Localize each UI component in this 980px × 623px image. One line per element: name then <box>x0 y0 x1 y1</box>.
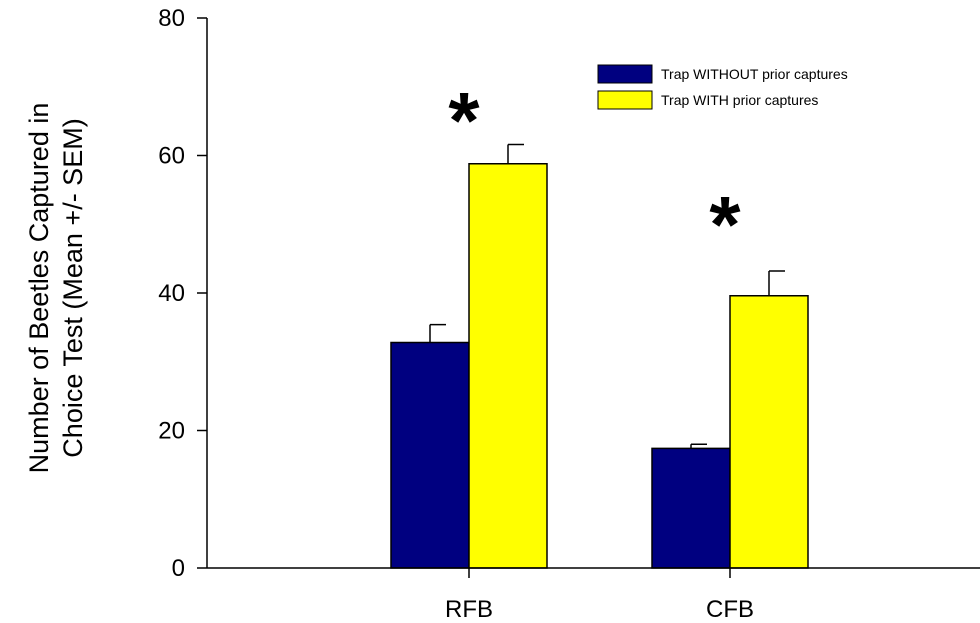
y-tick-label: 40 <box>158 280 185 307</box>
y-axis-title-line-2: Choice Test (Mean +/- SEM) <box>58 118 88 457</box>
y-tick-label: 60 <box>158 143 185 170</box>
bar-without-rfb <box>390 341 470 569</box>
x-categories-layer: RFB CFB <box>445 568 754 623</box>
annotations-layer: ** <box>448 76 741 269</box>
y-tick-label: 80 <box>158 5 185 32</box>
error-bars-layer <box>429 143 785 449</box>
axes-layer <box>206 18 980 569</box>
legend-swatch <box>597 90 653 110</box>
significance-asterisk-cfb: * <box>709 180 741 269</box>
significance-asterisk-rfb: * <box>448 76 480 165</box>
y-tick-label: 0 <box>172 555 185 582</box>
bars-layer <box>390 163 809 569</box>
legend-label: Trap WITHOUT prior captures <box>661 66 848 82</box>
x-category-label-cfb: CFB <box>706 596 754 623</box>
bar-without-cfb <box>651 447 731 569</box>
bar-with-cfb <box>729 295 809 569</box>
error-bar-with-cfb <box>768 270 785 296</box>
bar-with-rfb <box>468 163 548 569</box>
error-bar-without-rfb <box>429 323 446 343</box>
error-bar-with-rfb <box>507 143 524 164</box>
legend-item-without: Trap WITHOUT prior captures <box>597 64 848 84</box>
legend-swatch <box>597 64 653 84</box>
y-tick-label: 20 <box>158 418 185 445</box>
y-axis-title-line-1: Number of Beetles Captured in <box>24 103 54 474</box>
y-ticks-layer: 0 20 40 60 80 <box>158 5 207 582</box>
y-axis-title: Number of Beetles Captured in Choice Tes… <box>24 103 88 474</box>
legend-label: Trap WITH prior captures <box>661 92 818 108</box>
x-category-label-rfb: RFB <box>445 596 493 623</box>
legend-item-with: Trap WITH prior captures <box>597 90 818 110</box>
legend: Trap WITHOUT prior captures Trap WITH pri… <box>597 64 848 110</box>
error-bar-without-cfb <box>690 443 707 449</box>
